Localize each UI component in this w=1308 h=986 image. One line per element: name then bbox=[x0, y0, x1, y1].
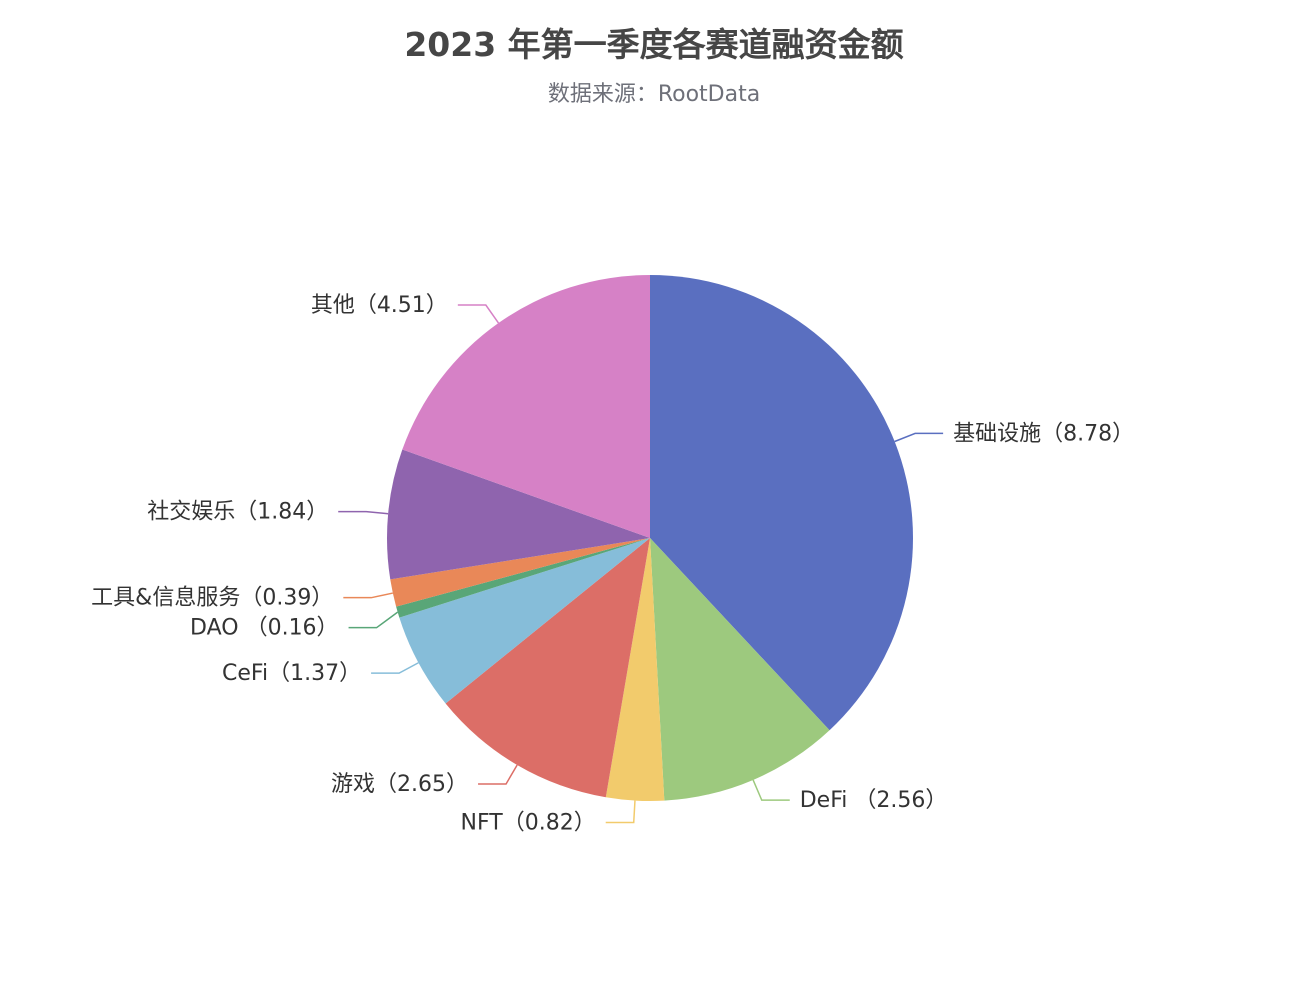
slice-label-6: 工具&信息服务（0.39） bbox=[91, 586, 333, 611]
label-line-5 bbox=[348, 611, 399, 629]
chart-title: 2023 年第一季度各赛道融资金额 bbox=[404, 25, 904, 64]
label-line-1 bbox=[752, 779, 790, 801]
label-line-4 bbox=[371, 662, 419, 674]
pie-slice-7 bbox=[387, 449, 650, 580]
pie-slice-1 bbox=[650, 538, 830, 801]
pie-slice-3 bbox=[445, 538, 650, 798]
slice-label-7: 社交娱乐（1.84） bbox=[147, 500, 328, 525]
pie-slice-6 bbox=[390, 538, 650, 607]
slice-label-2: NFT（0.82） bbox=[461, 811, 596, 836]
pie-slice-8 bbox=[402, 275, 650, 538]
pie-slice-2 bbox=[605, 538, 665, 801]
pie-slice-4 bbox=[399, 538, 650, 704]
slice-label-3: 游戏（2.65） bbox=[331, 772, 468, 797]
pie-slice-0 bbox=[650, 275, 913, 731]
label-line-2 bbox=[605, 800, 636, 824]
slice-label-4: CeFi（1.37） bbox=[222, 661, 361, 686]
slice-label-1: DeFi （2.56） bbox=[800, 788, 948, 813]
chart-subtitle: 数据来源：RootData bbox=[547, 82, 761, 107]
label-line-6 bbox=[343, 592, 393, 599]
slice-label-8: 其他（4.51） bbox=[311, 293, 448, 318]
label-line-8 bbox=[457, 304, 500, 324]
pie-slice-5 bbox=[396, 538, 650, 618]
label-line-3 bbox=[478, 764, 518, 785]
label-line-0 bbox=[894, 432, 944, 443]
slice-label-0: 基础设施（8.78） bbox=[953, 421, 1134, 446]
label-line-7 bbox=[338, 510, 389, 515]
slice-label-5: DAO （0.16） bbox=[190, 616, 339, 641]
